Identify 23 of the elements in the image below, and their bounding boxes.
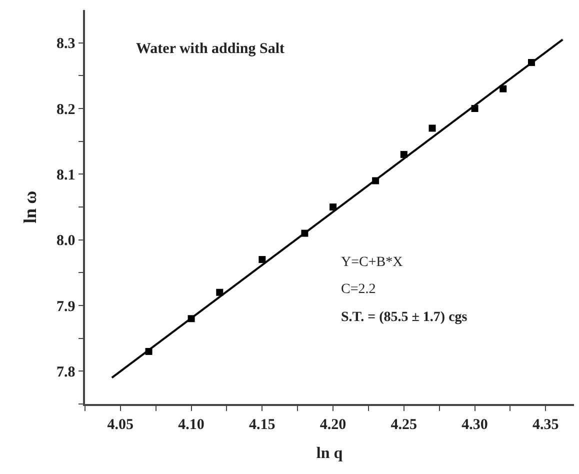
annotation: Y=C+B*X	[341, 255, 403, 270]
x-tick-label: 4.15	[249, 416, 276, 433]
annotation: S.T. = (85.5 ± 1.7) cgs	[341, 310, 468, 325]
y-tick-label: 7.8	[56, 364, 76, 380]
y-tick-label: 8.3	[56, 36, 76, 52]
y-tick-label: 8.2	[56, 102, 76, 118]
text: Water with adding Salt	[136, 41, 285, 57]
text: 4.10	[178, 416, 204, 433]
x-axis-title: ln q	[316, 444, 343, 462]
text: 8.0	[56, 233, 76, 250]
point	[258, 256, 266, 264]
y-tick-label: 8.1	[56, 167, 76, 184]
text: 4.20	[320, 416, 346, 433]
x-tick-label: 4.35	[532, 416, 559, 433]
x-tick-label: 4.05	[107, 416, 134, 433]
point	[330, 204, 337, 210]
y-axis-title: ln ω	[20, 190, 40, 224]
point	[500, 85, 507, 92]
x-tick-label: 4.25	[390, 416, 418, 433]
point	[428, 124, 436, 132]
annotation: C=2.2	[341, 282, 376, 297]
text: 4.30	[462, 416, 488, 433]
y-tick-label: 7.9	[56, 298, 76, 315]
